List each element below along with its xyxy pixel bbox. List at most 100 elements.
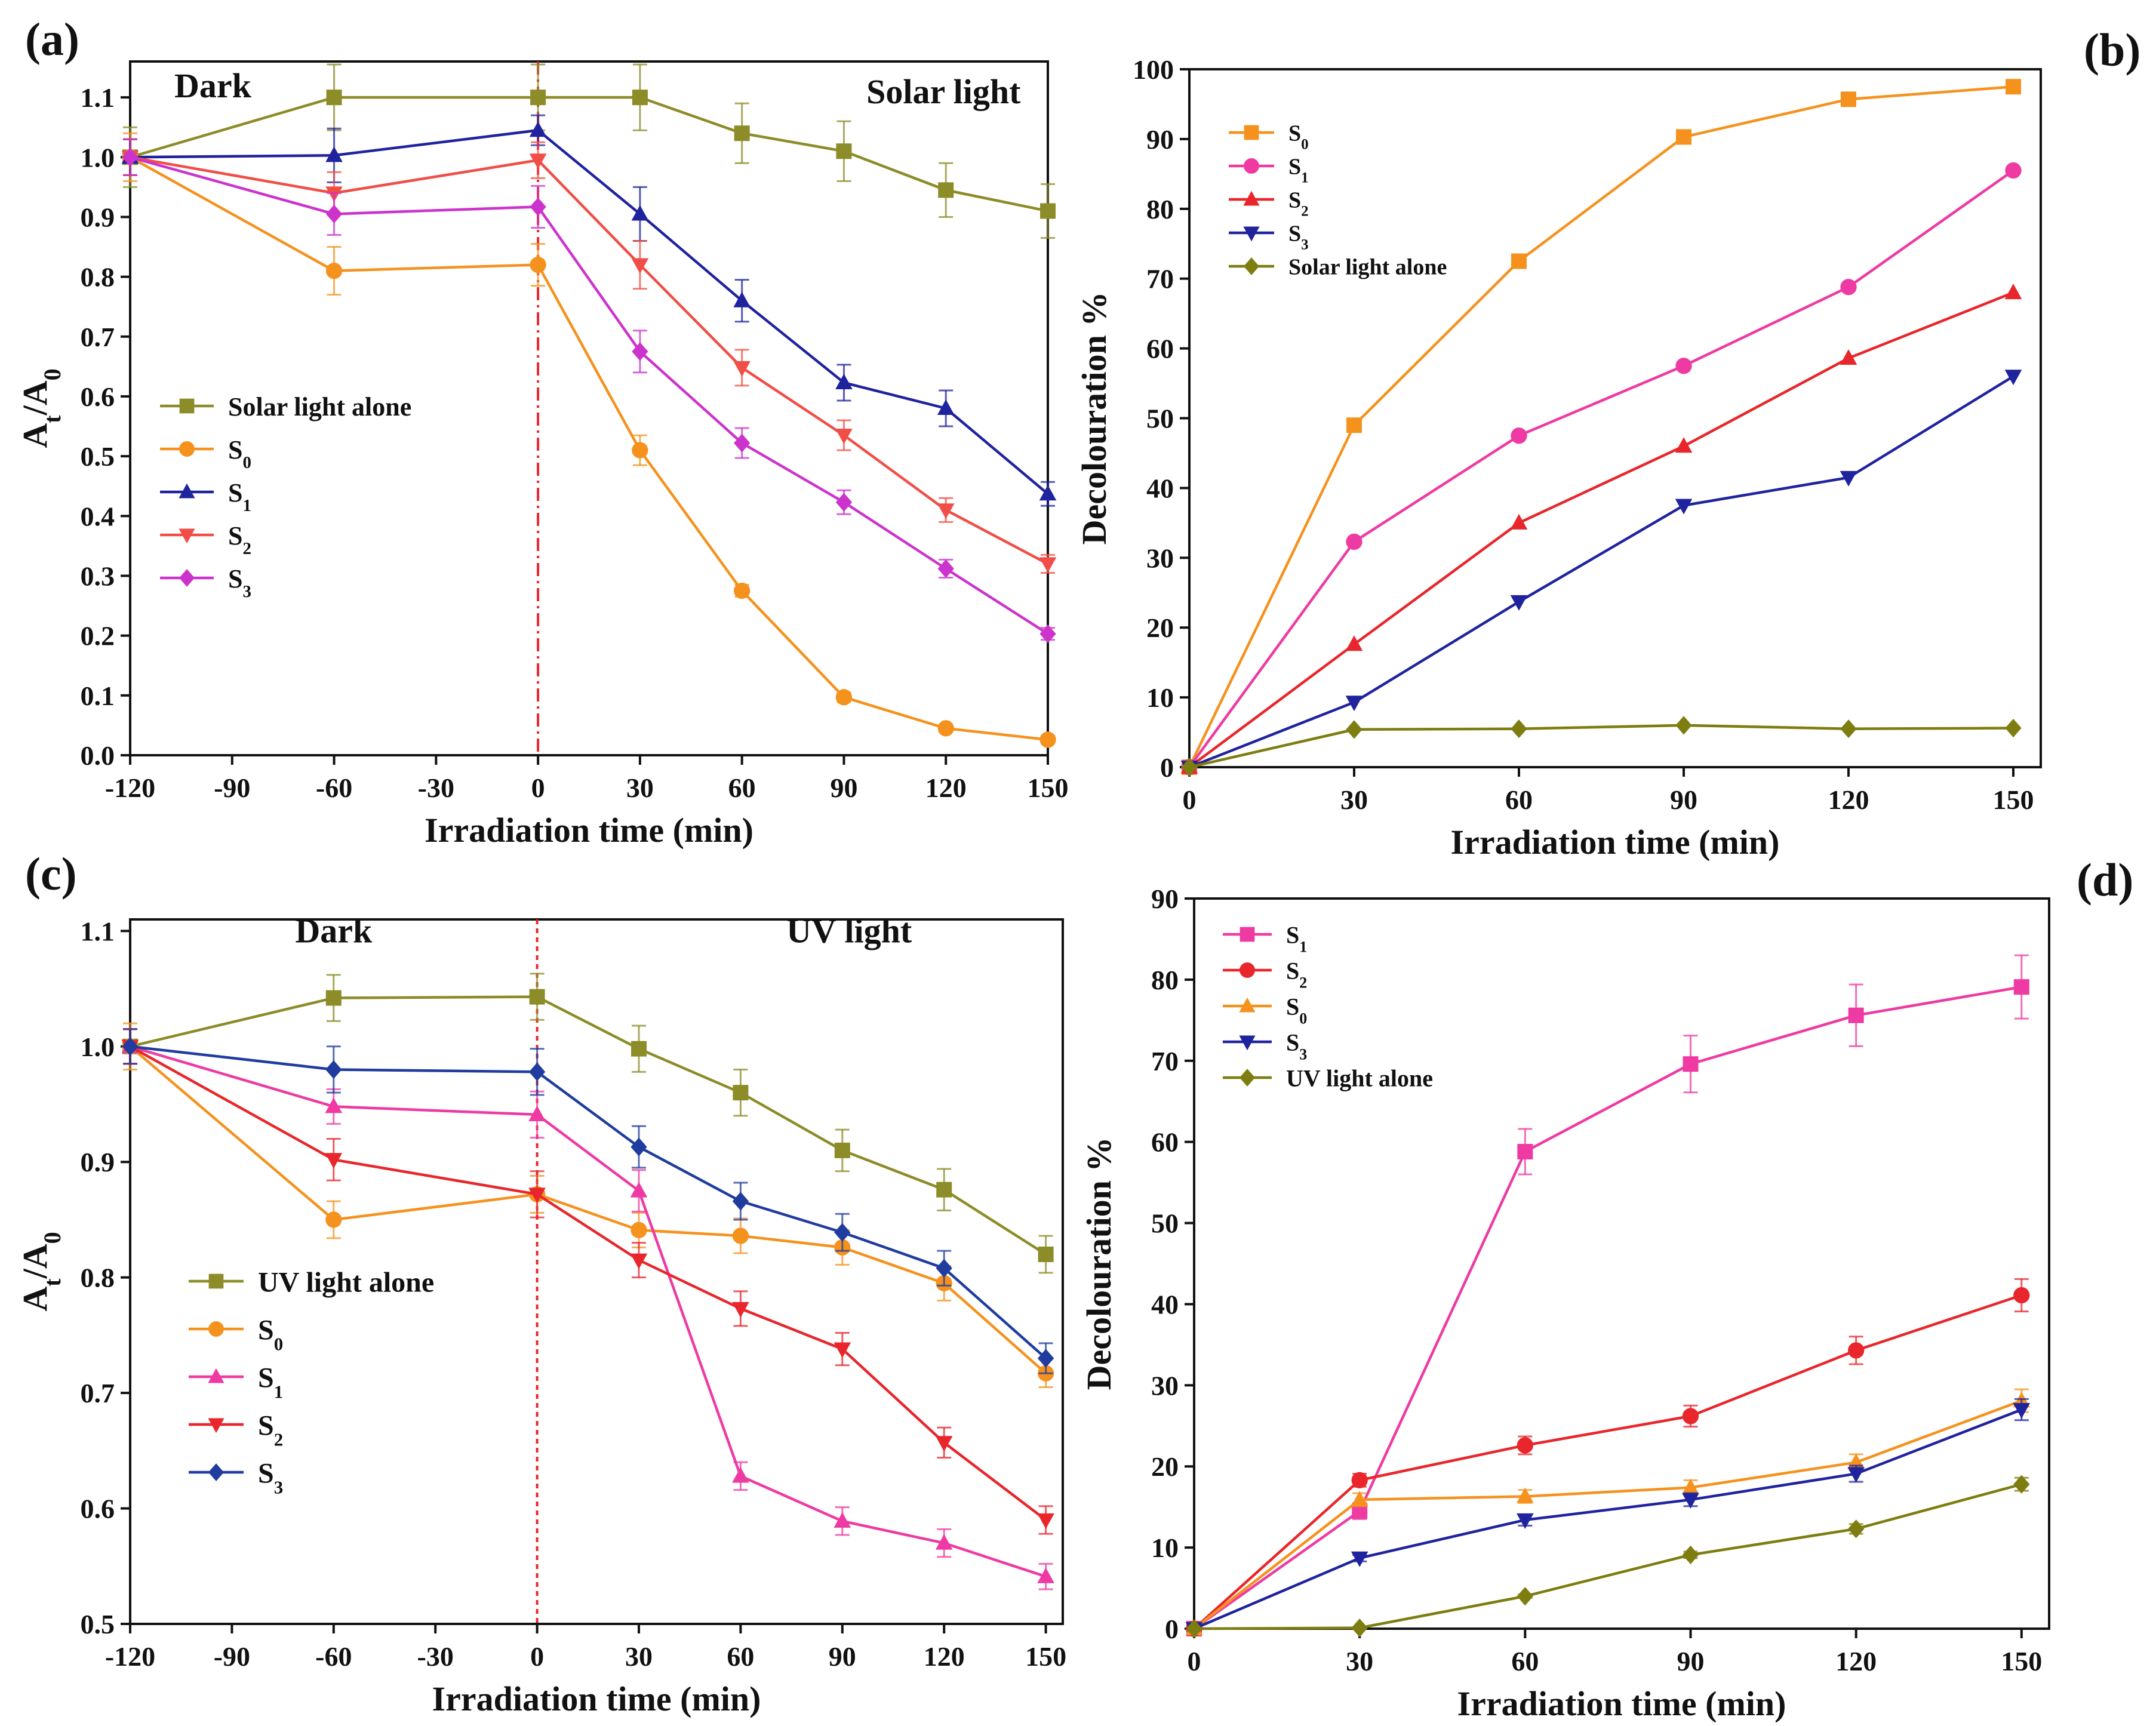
data-point (1186, 1619, 1202, 1638)
data-point (326, 90, 342, 106)
region-label: UV light (786, 912, 912, 950)
legend-marker (208, 1418, 224, 1433)
x-tick-label: 120 (925, 773, 967, 803)
y-tick-label: 0.5 (81, 1609, 115, 1639)
legend-label: S2 (1286, 957, 1307, 991)
x-axis-label: Irradiation time (min) (432, 1679, 761, 1718)
legend-marker (208, 1368, 224, 1383)
series-S0 (122, 132, 1056, 748)
data-point (732, 1192, 749, 1211)
panel-label: (a) (25, 13, 79, 65)
data-point (1039, 624, 1056, 644)
data-point (1848, 1007, 1864, 1023)
y-tick-label: 40 (1151, 1289, 1179, 1319)
data-point (938, 182, 954, 198)
legend-item: S3 (1223, 1029, 1307, 1063)
legend-label: S3 (1288, 221, 1309, 253)
y-tick-label: 50 (1151, 1208, 1179, 1239)
legend-label: UV light alone (258, 1266, 434, 1298)
y-tick-label: 20 (1151, 1451, 1179, 1482)
data-point (1517, 1587, 1533, 1606)
series-line (1193, 985, 2022, 1630)
data-point (937, 399, 955, 416)
data-point (1037, 1513, 1054, 1529)
legend-label: Solar light alone (228, 392, 411, 421)
series-S0 (1185, 1388, 2031, 1636)
y-tick-label: 0.8 (81, 262, 115, 293)
legend-marker (179, 398, 195, 414)
data-point (630, 1253, 648, 1269)
legend-item: S1 (1229, 155, 1309, 186)
y-tick-label: 0.1 (81, 681, 115, 711)
data-point (1037, 1349, 1054, 1368)
series-S3 (122, 138, 1056, 644)
x-axis-label: Irradiation time (min) (1451, 823, 1780, 862)
data-point (1039, 557, 1057, 573)
y-tick-label: 1.1 (81, 82, 115, 113)
data-point (530, 197, 546, 217)
legend-label-sub: 0 (274, 1333, 284, 1354)
data-point (2005, 718, 2022, 738)
data-point (2013, 1287, 2030, 1304)
series-control (1181, 716, 2022, 777)
y-tick-label: 0.5 (81, 441, 115, 472)
legend-label-text: S (1286, 993, 1299, 1020)
chart-panel-b: (b)0 30 60 90 120 1500102030405060708090100Ir… (1075, 24, 2140, 862)
series-line (130, 156, 1049, 565)
chart-panel-a: (a)-120 -90 -60 -30 0 30 60 90 120 1500.00.10.20.… (16, 13, 1069, 850)
data-point (325, 1211, 342, 1228)
data-point (734, 582, 751, 599)
series-line (1189, 375, 2014, 769)
data-point (834, 1342, 851, 1358)
x-tick-label: 30 (626, 773, 654, 803)
legend-item: S2 (189, 1410, 283, 1450)
series-line (1194, 1482, 2022, 1630)
data-point (1351, 1551, 1368, 1567)
panel-label: (c) (25, 848, 77, 900)
legend-label-text: S (1288, 188, 1301, 213)
legend-item: Solar light alone (160, 392, 411, 421)
data-point (2006, 79, 2021, 95)
x-tick-label: 150 (1028, 773, 1069, 803)
data-point (1345, 635, 1363, 651)
x-tick-label: 0 (1183, 784, 1197, 815)
x-tick-label: 150 (1025, 1641, 1066, 1672)
data-point (325, 990, 342, 1006)
legend-label: S0 (1286, 993, 1307, 1027)
data-point (1682, 1493, 1699, 1509)
legend-label: S3 (1286, 1029, 1307, 1063)
data-point (325, 146, 343, 162)
legend-label: S0 (258, 1314, 283, 1354)
plot-frame (129, 918, 1064, 1625)
legend-label-sub: 0 (242, 453, 251, 472)
data-point (732, 1302, 749, 1318)
legend-label-text: Solar light alone (1288, 255, 1447, 280)
legend-label-text: S (258, 1410, 274, 1441)
data-point (1039, 731, 1056, 748)
series-line (1193, 1294, 2022, 1630)
data-point (1346, 720, 1363, 739)
data-point (631, 258, 649, 274)
legend-label: S3 (228, 564, 251, 601)
y-axis-label-sub: t (39, 1278, 66, 1287)
data-point (732, 1467, 749, 1483)
legend-label-text: S (1288, 121, 1301, 146)
y-tick-label: 40 (1146, 473, 1174, 503)
data-point (936, 1182, 952, 1198)
y-axis-label-sub: 0 (39, 368, 66, 380)
series-line (130, 995, 1047, 1256)
series-line (1188, 291, 2014, 768)
data-point (325, 204, 343, 224)
y-tick-label: 80 (1151, 965, 1179, 995)
y-axis-label-slash: / (16, 405, 54, 416)
data-point (1351, 1490, 1368, 1506)
data-point (528, 1187, 546, 1204)
series-line (130, 1045, 1047, 1359)
data-point (937, 503, 955, 519)
y-tick-label: 1.0 (81, 142, 115, 173)
data-point (835, 493, 853, 512)
legend-item: S1 (160, 478, 251, 515)
x-tick-label: -120 (105, 773, 155, 803)
data-point (325, 1060, 342, 1079)
